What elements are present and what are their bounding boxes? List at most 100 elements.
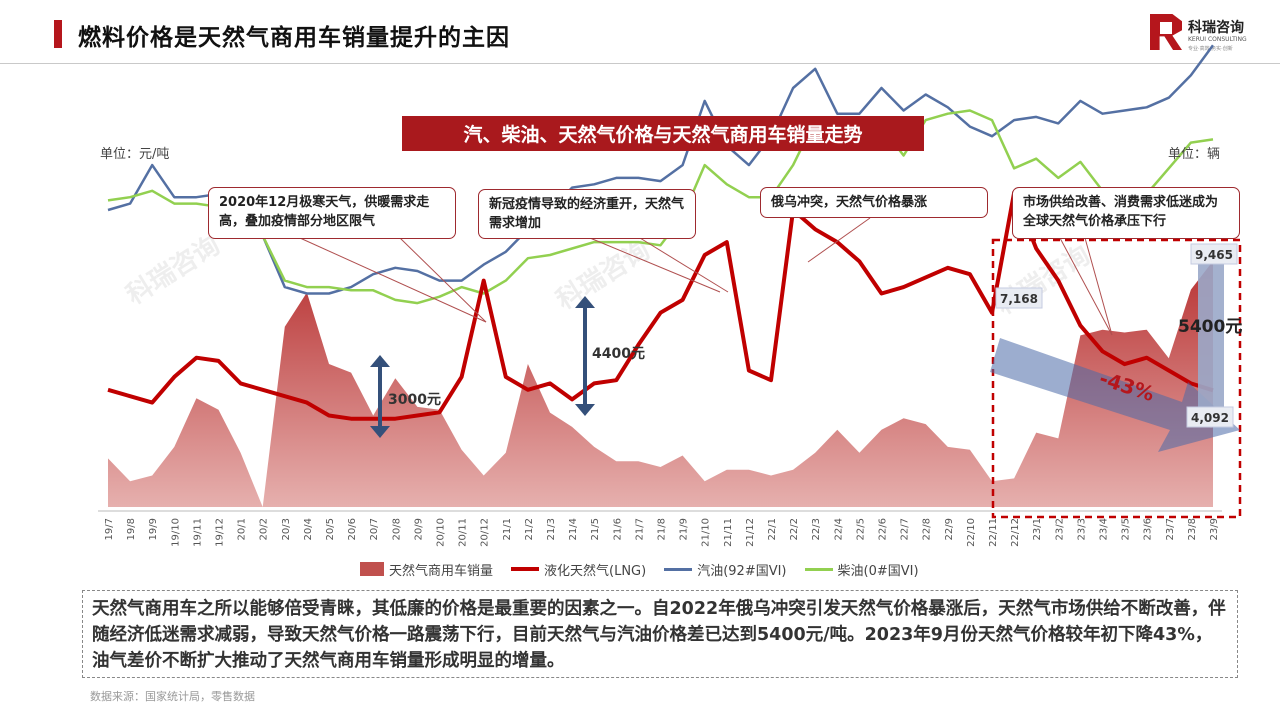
left-unit-label: 单位：元/吨 (100, 147, 170, 162)
x-tick-label: 23/5 (1121, 518, 1132, 540)
series-line-diesel (107, 109, 1214, 305)
logo-sub: KERUI CONSULTING (1188, 36, 1247, 43)
x-tick-label: 23/8 (1187, 518, 1198, 540)
x-tick-label: 20/3 (281, 518, 292, 540)
page-title: 燃料价格是天然气商用车销量提升的主因 (78, 25, 510, 51)
header-divider (0, 63, 1280, 64)
x-tick-label: 19/7 (104, 518, 115, 540)
lng-end-value-bg (1186, 406, 1234, 428)
x-tick-label: 20/4 (303, 518, 314, 540)
x-tick-label: 20/7 (369, 518, 380, 540)
gap-arrow-2021-head (575, 296, 595, 308)
x-tick-label: 21/12 (745, 518, 756, 547)
x-tick-label: 22/10 (966, 518, 977, 547)
x-tick-label: 19/8 (126, 518, 137, 540)
x-tick-label: 20/2 (259, 518, 270, 540)
x-tick-label: 22/3 (811, 518, 822, 540)
x-tick-label: 22/6 (878, 518, 889, 540)
legend-swatch (511, 567, 540, 571)
gap-arrow-2021-head (575, 404, 595, 416)
annotation-connector (639, 237, 729, 293)
x-tick-label: 20/1 (237, 518, 248, 540)
x-tick-label: 21/4 (568, 518, 579, 540)
x-tick-label: 23/2 (1054, 518, 1065, 540)
x-tick-label: 21/11 (723, 518, 734, 547)
x-tick-label: 22/2 (789, 518, 800, 540)
x-tick-label: 22/5 (855, 518, 866, 540)
lng-end-value: 4,092 (1191, 411, 1229, 425)
x-tick-label: 23/4 (1099, 518, 1110, 540)
x-tick-label: 19/11 (192, 518, 203, 547)
gap-label-5400: 5400元 (1178, 317, 1242, 337)
x-tick-label: 20/5 (325, 518, 336, 540)
x-tick-label: 21/5 (590, 518, 601, 540)
x-tick-label: 21/1 (502, 518, 513, 540)
x-tick-label: 22/9 (944, 518, 955, 540)
x-tick-label: 23/9 (1209, 518, 1220, 540)
x-tick-label: 22/8 (922, 518, 933, 540)
chart-legend: 天然气商用车销量 液化天然气(LNG) 汽油(92#国VI) 柴油(0#国VI) (360, 559, 937, 579)
x-tick-label: 22/7 (900, 518, 911, 540)
x-tick-label: 23/1 (1032, 518, 1043, 540)
gap-label-4400: 4400元 (592, 346, 645, 362)
annotation-russia-ukraine: 俄乌冲突，天然气价格暴涨 (760, 187, 988, 218)
x-tick-label: 20/8 (391, 518, 402, 540)
header-accent-bar (54, 20, 62, 48)
annotation-connector (589, 237, 721, 293)
gap-label-3000: 3000元 (388, 392, 441, 408)
x-tick-label: 22/11 (988, 518, 999, 547)
x-tick-label: 21/6 (612, 518, 623, 540)
company-logo: 科瑞咨询 KERUI CONSULTING 专业·高效·务实·创新 (1150, 14, 1250, 54)
right-unit-label: 单位：辆 (1168, 147, 1221, 162)
x-tick-label: 21/2 (524, 518, 535, 540)
x-tick-label: 20/10 (436, 518, 447, 547)
x-tick-label: 19/10 (170, 518, 181, 547)
annotation-connector (1059, 237, 1113, 336)
highlight-box (991, 238, 1242, 519)
x-tick-label: 23/6 (1143, 518, 1154, 540)
lng-start-value: 7,168 (1000, 292, 1038, 306)
legend-swatch (360, 562, 384, 576)
x-tick-label: 22/12 (1010, 518, 1021, 547)
gap-arrow-2023 (1198, 250, 1224, 420)
legend-swatch (664, 567, 693, 571)
series-line-gasoline (107, 44, 1215, 295)
logo-name: 科瑞咨询 (1188, 20, 1244, 36)
annotation-connector (807, 217, 871, 263)
x-tick-label: 22/4 (833, 518, 844, 540)
x-tick-label: 21/3 (546, 518, 557, 540)
x-tick-label: 21/8 (657, 518, 668, 540)
series-area-sales (108, 261, 1213, 507)
gap-arrow-2020-head (370, 355, 390, 367)
x-tick-label: 19/9 (148, 518, 159, 540)
x-tick-label: 23/3 (1076, 518, 1087, 540)
legend-item-gasoline: 汽油(92#国VI) (664, 560, 787, 579)
lng-start-value-bg (995, 287, 1043, 309)
gap-arrow-2020-head (370, 426, 390, 438)
x-tick-label: 21/10 (701, 518, 712, 547)
x-tick-label: 20/11 (458, 518, 469, 547)
x-tick-label: 23/7 (1165, 518, 1176, 540)
legend-item-lng: 液化天然气(LNG) (511, 560, 646, 579)
annotation-connector (299, 237, 487, 323)
gasoline-end-value: 9,465 (1195, 248, 1233, 262)
legend-label: 液化天然气(LNG) (544, 563, 647, 579)
legend-label: 汽油(92#国VI) (697, 563, 787, 579)
annotation-connector (1084, 237, 1113, 336)
x-tick-label: 20/6 (347, 518, 358, 540)
annotation-cold-weather: 2020年12月极寒天气，供暖需求走高，叠加疫情部分地区限气 (208, 187, 456, 239)
legend-label: 柴油(0#国VI) (837, 563, 919, 579)
gasoline-end-value-bg (1190, 243, 1238, 265)
x-tick-label: 20/9 (413, 518, 424, 540)
legend-item-sales: 天然气商用车销量 (360, 560, 493, 579)
legend-item-diesel: 柴油(0#国VI) (804, 560, 919, 579)
legend-swatch (804, 567, 833, 571)
x-tick-label: 19/12 (215, 518, 226, 547)
legend-label: 天然气商用车销量 (389, 563, 494, 579)
x-tick-label: 20/12 (480, 518, 491, 547)
decline-arrow (990, 338, 1240, 452)
x-tick-label: 21/7 (634, 518, 645, 540)
x-tick-label: 22/1 (767, 518, 778, 540)
x-tick-label: 21/9 (679, 518, 690, 540)
